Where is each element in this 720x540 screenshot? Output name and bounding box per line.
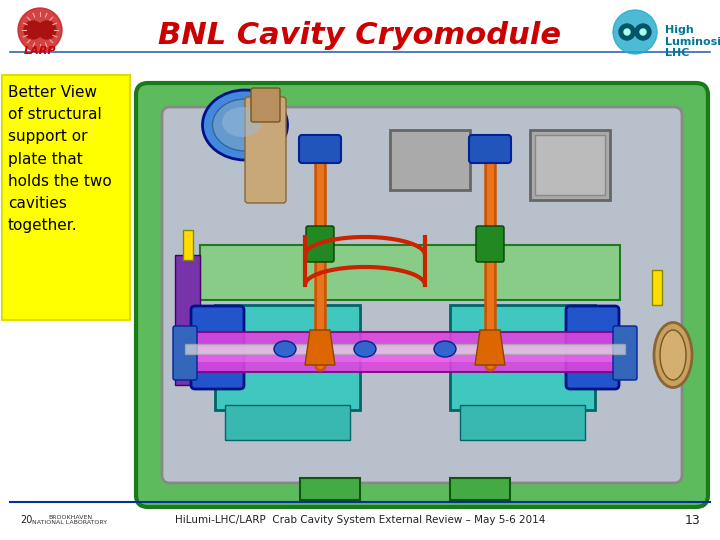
Bar: [530, 130, 610, 200]
Bar: [652, 270, 662, 305]
Circle shape: [640, 29, 646, 35]
FancyBboxPatch shape: [162, 107, 682, 483]
Bar: [185, 347, 625, 362]
Ellipse shape: [222, 107, 262, 137]
Circle shape: [24, 21, 42, 39]
Text: BROOKHAVEN
NATIONAL LABORATORY: BROOKHAVEN NATIONAL LABORATORY: [32, 515, 107, 525]
Text: LARP: LARP: [24, 46, 56, 56]
Text: High
Luminosity
LHC: High Luminosity LHC: [665, 25, 720, 58]
Ellipse shape: [212, 99, 277, 151]
Ellipse shape: [654, 322, 692, 388]
FancyBboxPatch shape: [476, 226, 504, 262]
Bar: [125, 58, 710, 505]
Bar: [450, 478, 510, 500]
Text: BNL Cavity Cryomodule: BNL Cavity Cryomodule: [158, 21, 562, 50]
Bar: [200, 245, 620, 300]
FancyBboxPatch shape: [306, 226, 334, 262]
FancyBboxPatch shape: [450, 305, 595, 410]
FancyBboxPatch shape: [460, 405, 585, 440]
Bar: [183, 230, 193, 260]
Circle shape: [613, 10, 657, 54]
FancyBboxPatch shape: [215, 305, 360, 410]
Polygon shape: [475, 330, 505, 365]
Bar: [185, 332, 625, 372]
Ellipse shape: [202, 90, 287, 160]
FancyBboxPatch shape: [191, 306, 244, 389]
FancyBboxPatch shape: [613, 326, 637, 380]
Bar: [175, 255, 200, 385]
FancyBboxPatch shape: [245, 97, 286, 203]
FancyBboxPatch shape: [251, 88, 280, 122]
Text: Better View
of structural
support or
plate that
holds the two
cavities
together.: Better View of structural support or pla…: [8, 85, 112, 233]
FancyBboxPatch shape: [225, 405, 350, 440]
Circle shape: [619, 24, 635, 40]
FancyBboxPatch shape: [469, 135, 511, 163]
FancyBboxPatch shape: [299, 135, 341, 163]
Ellipse shape: [660, 330, 686, 380]
Bar: [535, 135, 605, 195]
Ellipse shape: [354, 341, 376, 357]
Bar: [300, 478, 360, 500]
Text: 13: 13: [684, 514, 700, 526]
Bar: [185, 344, 625, 354]
FancyBboxPatch shape: [173, 326, 197, 380]
Polygon shape: [305, 330, 335, 365]
FancyBboxPatch shape: [566, 306, 619, 389]
FancyBboxPatch shape: [136, 83, 708, 507]
Circle shape: [38, 21, 56, 39]
Text: 20: 20: [20, 515, 32, 525]
Bar: [2, 75, 130, 320]
Ellipse shape: [274, 341, 296, 357]
Circle shape: [18, 8, 62, 52]
Circle shape: [624, 29, 630, 35]
Bar: [390, 130, 470, 190]
Text: HiLumi-LHC/LARP  Crab Cavity System External Review – May 5-6 2014: HiLumi-LHC/LARP Crab Cavity System Exter…: [175, 515, 545, 525]
Ellipse shape: [434, 341, 456, 357]
Circle shape: [635, 24, 651, 40]
